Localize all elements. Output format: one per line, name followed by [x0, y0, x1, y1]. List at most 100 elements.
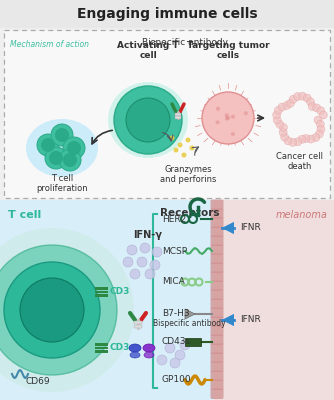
Text: T cell
proliferation: T cell proliferation [36, 174, 88, 194]
FancyBboxPatch shape [210, 290, 223, 300]
Circle shape [313, 104, 321, 112]
Circle shape [315, 130, 323, 138]
Text: B7-H3: B7-H3 [162, 310, 190, 318]
Circle shape [67, 141, 81, 155]
FancyBboxPatch shape [210, 200, 223, 210]
Text: Granzymes
and perforins: Granzymes and perforins [160, 165, 216, 184]
FancyBboxPatch shape [210, 218, 223, 228]
Circle shape [289, 138, 297, 146]
Circle shape [233, 118, 237, 122]
Circle shape [226, 122, 230, 126]
Text: MCSP: MCSP [162, 246, 187, 256]
Circle shape [170, 358, 180, 368]
Circle shape [150, 260, 160, 270]
Circle shape [51, 124, 73, 146]
Ellipse shape [108, 82, 188, 158]
Text: melanoma: melanoma [276, 210, 328, 220]
Circle shape [157, 355, 167, 365]
Circle shape [299, 92, 307, 100]
Text: Receptors: Receptors [160, 208, 220, 218]
Circle shape [152, 247, 162, 257]
Circle shape [276, 120, 284, 128]
Circle shape [227, 114, 231, 118]
Text: IFNR: IFNR [240, 224, 261, 232]
Text: GP100: GP100 [162, 376, 192, 384]
FancyBboxPatch shape [95, 343, 108, 346]
Text: Mechanism of action: Mechanism of action [10, 40, 89, 49]
Circle shape [169, 136, 174, 140]
FancyBboxPatch shape [185, 338, 201, 346]
Text: Activating T
cell: Activating T cell [117, 41, 179, 60]
FancyBboxPatch shape [95, 294, 108, 297]
Circle shape [175, 350, 185, 360]
Circle shape [317, 107, 325, 115]
Circle shape [63, 153, 77, 167]
Circle shape [140, 243, 150, 253]
Circle shape [273, 116, 281, 124]
FancyBboxPatch shape [210, 280, 223, 291]
Circle shape [280, 123, 288, 131]
Text: IFN-γ: IFN-γ [134, 230, 163, 240]
FancyBboxPatch shape [95, 350, 108, 353]
Circle shape [37, 134, 59, 156]
Circle shape [302, 134, 310, 142]
FancyBboxPatch shape [210, 344, 223, 354]
Circle shape [281, 133, 289, 141]
Circle shape [59, 149, 81, 171]
FancyBboxPatch shape [95, 346, 108, 349]
Circle shape [130, 269, 140, 279]
Circle shape [173, 148, 178, 152]
FancyBboxPatch shape [210, 244, 223, 255]
FancyBboxPatch shape [4, 30, 330, 198]
Circle shape [49, 151, 63, 165]
FancyBboxPatch shape [210, 254, 223, 264]
Circle shape [307, 135, 315, 143]
FancyBboxPatch shape [0, 0, 334, 28]
Circle shape [286, 99, 294, 107]
Text: CD3: CD3 [110, 344, 130, 352]
Circle shape [63, 137, 85, 159]
Circle shape [126, 98, 170, 142]
FancyBboxPatch shape [210, 262, 223, 273]
Text: Targeting tumor
cells: Targeting tumor cells [187, 41, 269, 60]
FancyBboxPatch shape [175, 116, 181, 118]
FancyBboxPatch shape [0, 200, 214, 400]
Circle shape [294, 92, 302, 100]
Circle shape [185, 138, 190, 142]
Text: CD3: CD3 [110, 288, 130, 296]
Circle shape [0, 228, 134, 392]
FancyBboxPatch shape [134, 321, 142, 324]
Polygon shape [185, 309, 195, 319]
Circle shape [137, 257, 147, 267]
Ellipse shape [143, 344, 155, 352]
Circle shape [4, 262, 100, 358]
Circle shape [289, 95, 297, 103]
Circle shape [312, 134, 320, 142]
FancyBboxPatch shape [210, 352, 223, 363]
Circle shape [317, 125, 325, 133]
Text: T cell: T cell [8, 210, 41, 220]
Circle shape [319, 111, 327, 119]
FancyBboxPatch shape [210, 208, 223, 219]
Text: Bispecific antibody: Bispecific antibody [142, 38, 228, 47]
FancyBboxPatch shape [210, 272, 223, 282]
Circle shape [229, 124, 233, 128]
Circle shape [114, 86, 182, 154]
FancyBboxPatch shape [210, 388, 223, 399]
Text: MICA: MICA [162, 278, 185, 286]
Circle shape [274, 106, 282, 114]
Circle shape [283, 102, 291, 110]
Text: Cancer cell
death: Cancer cell death [277, 152, 324, 171]
Circle shape [308, 102, 316, 110]
Circle shape [181, 152, 186, 158]
Circle shape [218, 108, 222, 112]
Text: Bispecific antibody: Bispecific antibody [153, 318, 226, 328]
Circle shape [307, 98, 315, 106]
FancyBboxPatch shape [95, 290, 108, 293]
Circle shape [45, 147, 67, 169]
Circle shape [226, 113, 230, 117]
FancyBboxPatch shape [210, 308, 223, 318]
FancyBboxPatch shape [175, 113, 181, 116]
FancyBboxPatch shape [210, 298, 223, 309]
Polygon shape [222, 222, 234, 234]
